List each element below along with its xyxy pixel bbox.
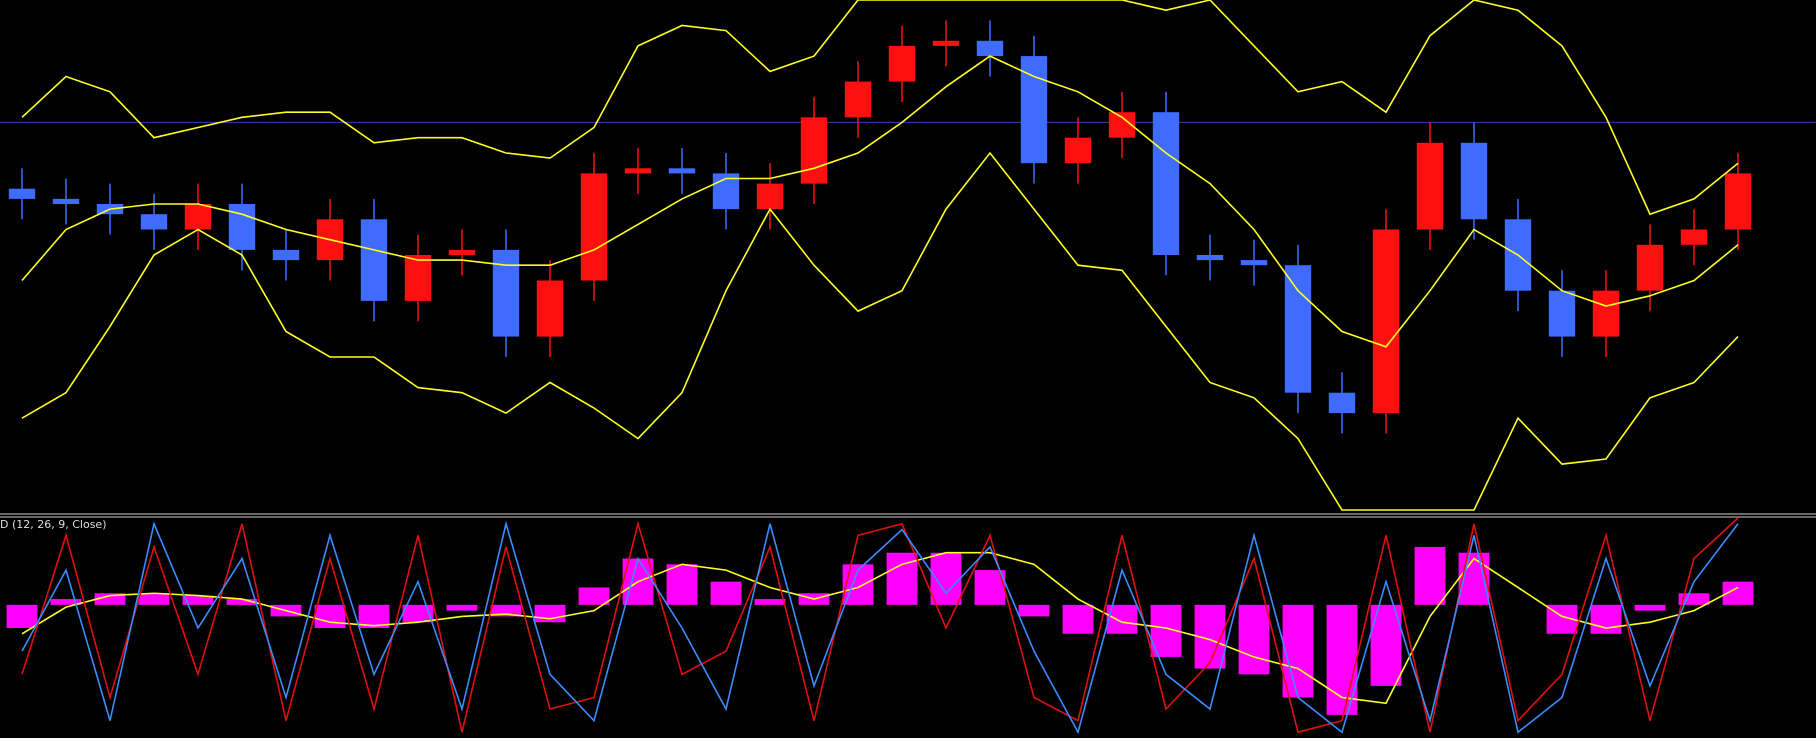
candle-body bbox=[580, 173, 608, 281]
histogram-bar bbox=[886, 552, 918, 605]
candle-body bbox=[1372, 229, 1400, 414]
candle-body bbox=[1284, 265, 1312, 393]
candle-body bbox=[800, 117, 828, 184]
candle-body bbox=[1636, 244, 1664, 291]
candle-body bbox=[1592, 290, 1620, 337]
candle-body bbox=[976, 40, 1004, 57]
histogram-bar bbox=[314, 604, 346, 628]
candle-body bbox=[52, 198, 80, 204]
histogram-bar bbox=[1678, 593, 1710, 605]
candle-body bbox=[844, 81, 872, 118]
candle-body bbox=[888, 45, 916, 82]
histogram-bar bbox=[182, 595, 214, 605]
histogram-bar bbox=[1282, 604, 1314, 698]
candle-body bbox=[228, 204, 256, 250]
candle-body bbox=[404, 255, 432, 301]
candle-body bbox=[1548, 290, 1576, 337]
histogram-bar bbox=[490, 604, 522, 617]
histogram-bar bbox=[1722, 581, 1754, 605]
candle-body bbox=[272, 249, 300, 261]
candle-body bbox=[668, 168, 696, 174]
histogram-bar bbox=[1634, 604, 1666, 611]
candle-body bbox=[1724, 173, 1752, 230]
candle-body bbox=[492, 249, 520, 337]
candle-body bbox=[184, 204, 212, 230]
candle-body bbox=[448, 249, 476, 255]
histogram-bar bbox=[6, 604, 38, 628]
histogram-bar bbox=[402, 604, 434, 623]
histogram-bar bbox=[710, 581, 742, 605]
indicator-line bbox=[21, 520, 1739, 735]
band-line bbox=[21, 0, 1739, 216]
candle-body bbox=[1152, 112, 1180, 255]
band-line bbox=[21, 151, 1739, 511]
indicator-title: D (12, 26, 9, Close) bbox=[0, 518, 107, 531]
candle-body bbox=[756, 183, 784, 210]
candle-body bbox=[1064, 137, 1092, 164]
candle-body bbox=[536, 280, 564, 337]
histogram-bar bbox=[1238, 604, 1270, 675]
candle-body bbox=[1680, 229, 1708, 245]
candle-body bbox=[360, 219, 388, 301]
candle-body bbox=[1240, 260, 1268, 266]
histogram-bar bbox=[754, 599, 786, 605]
histogram-bar bbox=[358, 604, 390, 628]
candle-body bbox=[1328, 392, 1356, 414]
candle-body bbox=[1020, 56, 1048, 164]
candle-body bbox=[1416, 142, 1444, 230]
band-line bbox=[21, 55, 1739, 348]
candle-body bbox=[140, 214, 168, 230]
histogram-bar bbox=[226, 599, 258, 605]
histogram-bar bbox=[138, 593, 170, 605]
histogram-bar bbox=[1062, 604, 1094, 634]
candle-body bbox=[1196, 255, 1224, 261]
histogram-bar bbox=[94, 593, 126, 605]
histogram-bar bbox=[1414, 546, 1446, 605]
histogram-bar bbox=[534, 604, 566, 623]
candle-body bbox=[8, 188, 36, 199]
candle-body bbox=[1460, 142, 1488, 220]
candle-body bbox=[932, 40, 960, 46]
histogram-bar bbox=[1018, 604, 1050, 617]
histogram-bar bbox=[1590, 604, 1622, 634]
histogram-bar bbox=[446, 604, 478, 611]
histogram-bar bbox=[666, 564, 698, 605]
histogram-bar bbox=[50, 599, 82, 605]
candle-body bbox=[624, 168, 652, 174]
histogram-bar bbox=[578, 587, 610, 605]
